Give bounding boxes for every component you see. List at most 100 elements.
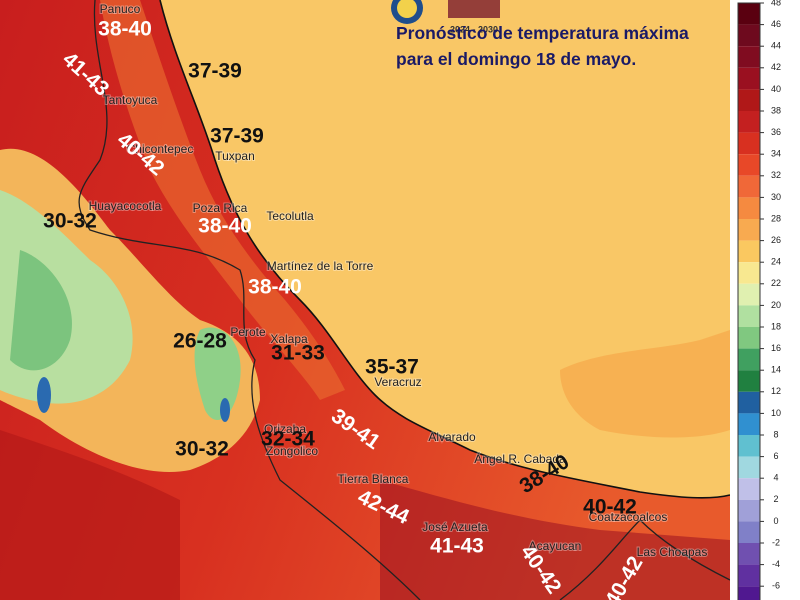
colorbar-swatch bbox=[738, 111, 760, 133]
city-label: Panuco bbox=[100, 2, 141, 16]
colorbar-swatch bbox=[738, 46, 760, 68]
colorbar-tick-label: 28 bbox=[771, 213, 781, 223]
colorbar-tick-label: 26 bbox=[771, 235, 781, 245]
city-label: Veracruz bbox=[374, 375, 421, 389]
colorbar-tick-label: 32 bbox=[771, 170, 781, 180]
city-label: Tantoyuca bbox=[103, 93, 158, 107]
city-label: José Azueta bbox=[422, 520, 488, 534]
colorbar-tick-label: 40 bbox=[771, 84, 781, 94]
city-label: Perote bbox=[230, 325, 266, 339]
title: Pronóstico de temperatura máxima para el… bbox=[396, 23, 689, 69]
colorbar-tick-label: 16 bbox=[771, 343, 781, 353]
colorbar-swatch bbox=[738, 391, 760, 414]
colorbar-swatch bbox=[738, 564, 760, 587]
city-label: Coatzacoalcos bbox=[589, 510, 668, 524]
coastline bbox=[159, 0, 731, 499]
city-label: Ángel R. Cabada bbox=[474, 451, 566, 466]
colorbar-tick-label: 8 bbox=[773, 429, 778, 439]
colorbar-swatch bbox=[738, 521, 760, 543]
cold-spot bbox=[220, 398, 230, 422]
colorbar-swatch bbox=[738, 24, 760, 47]
colorbar-swatch bbox=[738, 456, 760, 479]
colorbar-swatch bbox=[738, 283, 760, 306]
city-label: Chicontepec bbox=[127, 142, 194, 156]
colorbar-swatch bbox=[738, 67, 760, 90]
cool-zone bbox=[10, 250, 72, 371]
colorbar-tick-label: 34 bbox=[771, 149, 781, 159]
warm-sea bbox=[560, 330, 730, 438]
colorbar-tick-label: 48 bbox=[771, 0, 781, 7]
logo-mark bbox=[448, 0, 500, 18]
colorbar-swatch bbox=[738, 132, 760, 155]
colorbar-tick-label: 0 bbox=[773, 516, 778, 526]
hot-zone bbox=[380, 480, 730, 600]
colorbar-outline bbox=[737, 2, 761, 600]
city-label: Tuxpan bbox=[215, 149, 255, 163]
colorbar-tick-label: 6 bbox=[773, 451, 778, 461]
city-label: Zongolico bbox=[266, 444, 318, 458]
colorbar-swatch bbox=[738, 89, 760, 111]
labels: Panuco Tantoyuca Chicontepec Tuxpan Huayacoc… bbox=[43, 1, 708, 600]
city-label: Tierra Blanca bbox=[338, 472, 409, 486]
colorbar-tick-label: 46 bbox=[771, 19, 781, 29]
temperature-range: 31-33 bbox=[271, 342, 325, 365]
colorbar: 4846444240383634323028262422201816141210… bbox=[730, 0, 800, 600]
colorbar-swatch bbox=[738, 240, 760, 263]
colorbar-tick-label: 10 bbox=[771, 408, 781, 418]
colorbar-swatch bbox=[738, 327, 760, 349]
temperature-range: 40-42 bbox=[583, 496, 637, 519]
temperature-range: 38-40 bbox=[248, 276, 302, 299]
colorbar-tick-label: -2 bbox=[772, 537, 780, 547]
colorbar-swatch bbox=[738, 370, 760, 392]
temperature-range: 32-34 bbox=[261, 428, 315, 451]
colorbar-swatch bbox=[738, 3, 760, 25]
colorbar-swatch bbox=[738, 262, 760, 284]
temperature-range: 38-40 bbox=[198, 215, 252, 238]
city-label: Las Choapas bbox=[637, 545, 708, 559]
temperature-range: 30-32 bbox=[175, 438, 229, 461]
hot-zone bbox=[0, 430, 180, 600]
city-label: Orizaba bbox=[264, 422, 306, 436]
colorbar-tick-label: 20 bbox=[771, 300, 781, 310]
colorbar-swatch bbox=[738, 197, 760, 219]
colorbar-tick-label: -4 bbox=[772, 559, 780, 569]
city-label: Tecolutla bbox=[266, 209, 314, 223]
colorbar-tick-label: 2 bbox=[773, 494, 778, 504]
colorbar-tick-label: 44 bbox=[771, 41, 781, 51]
temperature-range: 35-37 bbox=[365, 356, 419, 379]
cold-spot bbox=[37, 377, 51, 413]
city-label: Martínez de la Torre bbox=[267, 259, 374, 273]
colorbar-swatch bbox=[738, 348, 760, 371]
city-label: Alvarado bbox=[428, 430, 476, 444]
colorbar-tick-label: -6 bbox=[772, 581, 780, 591]
colorbar-tick-label: 38 bbox=[771, 105, 781, 115]
colorbar-tick-label: 24 bbox=[771, 257, 781, 267]
temperature-range: 37-39 bbox=[210, 125, 264, 148]
colorbar-tick-label: 12 bbox=[771, 386, 781, 396]
colorbar-swatch bbox=[738, 435, 760, 457]
city-label: Xalapa bbox=[270, 332, 308, 346]
coastal-band bbox=[100, 0, 345, 400]
city-label: Huayacocotla bbox=[89, 199, 162, 213]
state-border bbox=[78, 0, 731, 600]
colorbar-swatch bbox=[738, 413, 760, 435]
colorbar-tick-label: 30 bbox=[771, 192, 781, 202]
temperature-range: 30-32 bbox=[43, 210, 97, 233]
temperature-range: 37-39 bbox=[188, 60, 242, 83]
cool-zone bbox=[194, 327, 241, 420]
colorbar-swatch bbox=[738, 478, 760, 500]
colorbar-swatch bbox=[738, 305, 760, 327]
temperature-range: 38-40 bbox=[98, 18, 152, 41]
colorbar-swatch bbox=[738, 175, 760, 198]
colorbar-swatch bbox=[738, 499, 760, 522]
colorbar-tick-label: 42 bbox=[771, 62, 781, 72]
logo-text: 2024 - 2030 bbox=[450, 24, 498, 34]
temperature-range: 26-28 bbox=[173, 330, 227, 353]
logo-emblem bbox=[397, 0, 417, 18]
colorbar-swatch bbox=[738, 219, 760, 241]
colorbar-tick-label: 18 bbox=[771, 321, 781, 331]
colorbar-swatch bbox=[738, 154, 760, 176]
